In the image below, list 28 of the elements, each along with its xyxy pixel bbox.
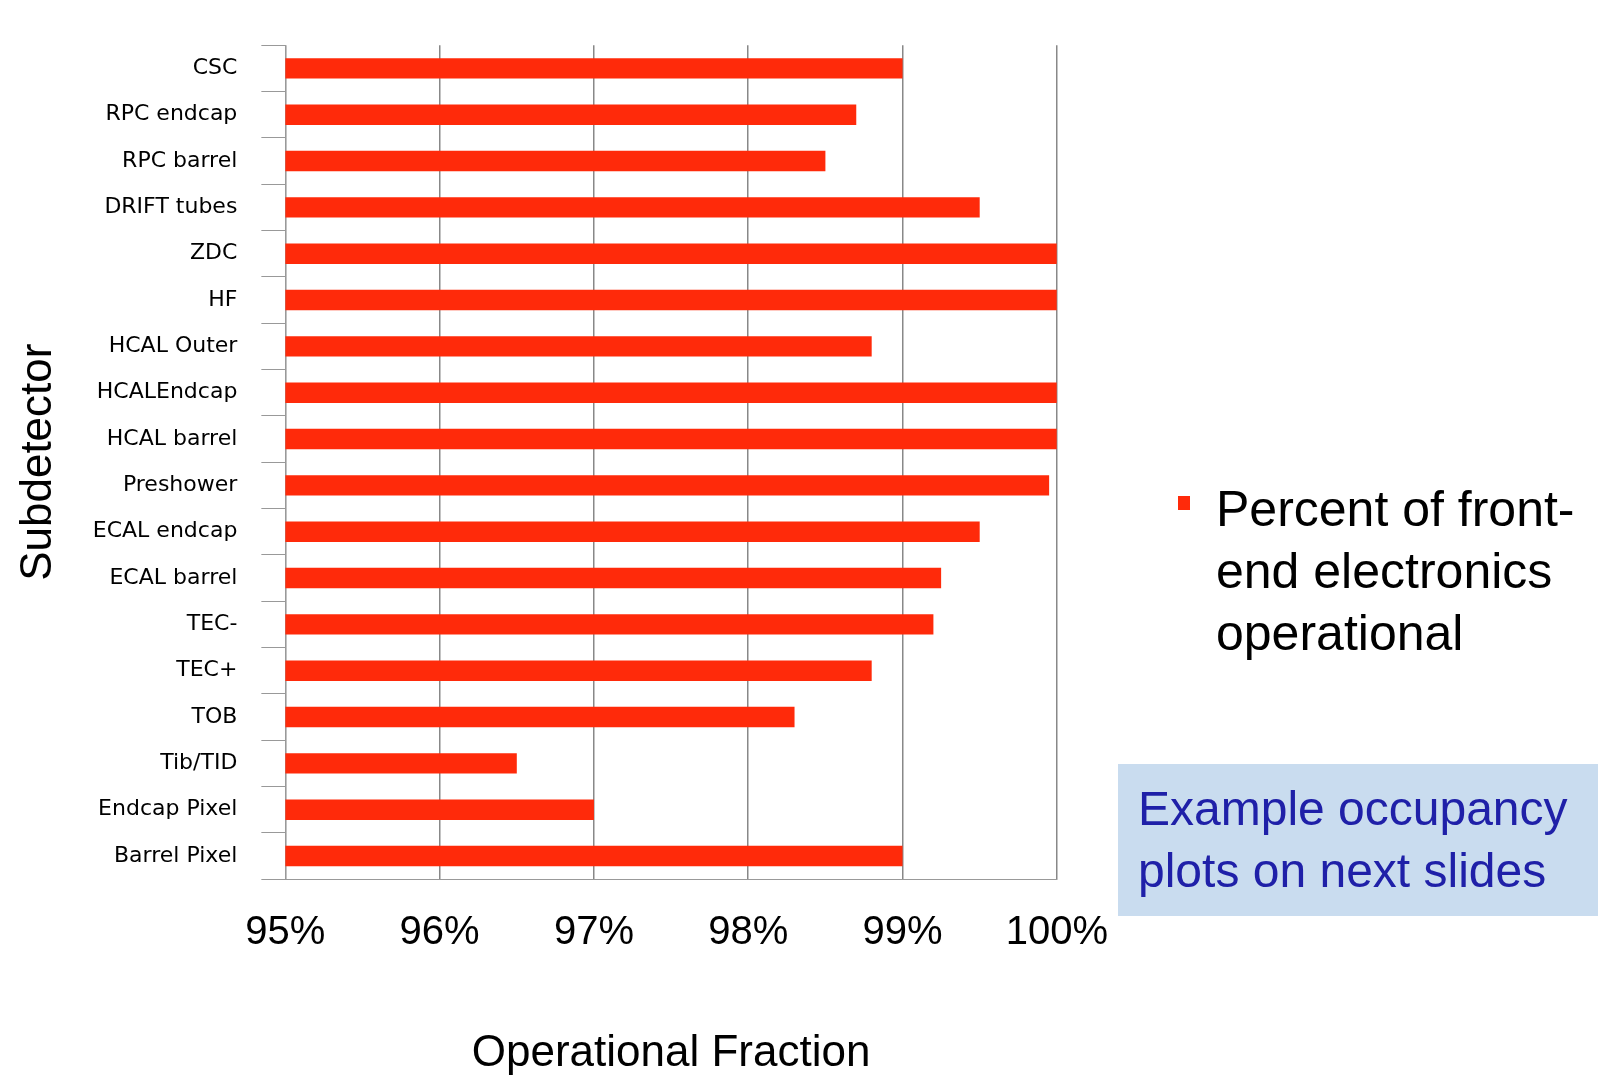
x-tick-label: 97% [553, 908, 634, 953]
text: Example occupancy plots on next slides [1118, 764, 1598, 916]
x-tick-label: 99% [862, 908, 943, 953]
legend-label: Percent of front-end electronics operational [1216, 480, 1576, 663]
x-tick-label: 96% [399, 908, 480, 953]
y-tick-label: Tib/TID [159, 749, 238, 775]
y-tick-label: Barrel Pixel [114, 841, 238, 867]
y-tick-label: ZDC [189, 239, 238, 265]
y-tick-label: HCALEndcap [96, 378, 238, 404]
y-tick-label: HF [208, 285, 238, 311]
y-tick-label: ECAL barrel [109, 563, 238, 589]
y-tick-label: Preshower [122, 471, 239, 497]
x-tick-label: 95% [245, 908, 326, 953]
y-tick-label: HCAL barrel [106, 424, 238, 450]
y-tick-label: TEC- [185, 610, 238, 636]
y-axis-title: Subdetector [10, 343, 60, 581]
y-tick-label: TOB [190, 702, 238, 728]
y-tick-label: HCAL Outer [108, 332, 239, 358]
y-tick-label: CSC [192, 54, 238, 80]
x-tick-label: 98% [708, 908, 789, 953]
y-tick-label: Endcap Pixel [98, 795, 238, 821]
y-tick-label: DRIFT tubes [104, 193, 238, 219]
y-tick-label: TEC+ [175, 656, 238, 682]
y-tick-label: RPC endcap [105, 100, 238, 126]
x-axis-title: Operational Fraction [471, 1025, 871, 1075]
y-tick-label: RPC barrel [122, 146, 238, 172]
x-tick-label: 100% [1005, 908, 1108, 953]
y-tick-label: ECAL endcap [92, 517, 238, 543]
